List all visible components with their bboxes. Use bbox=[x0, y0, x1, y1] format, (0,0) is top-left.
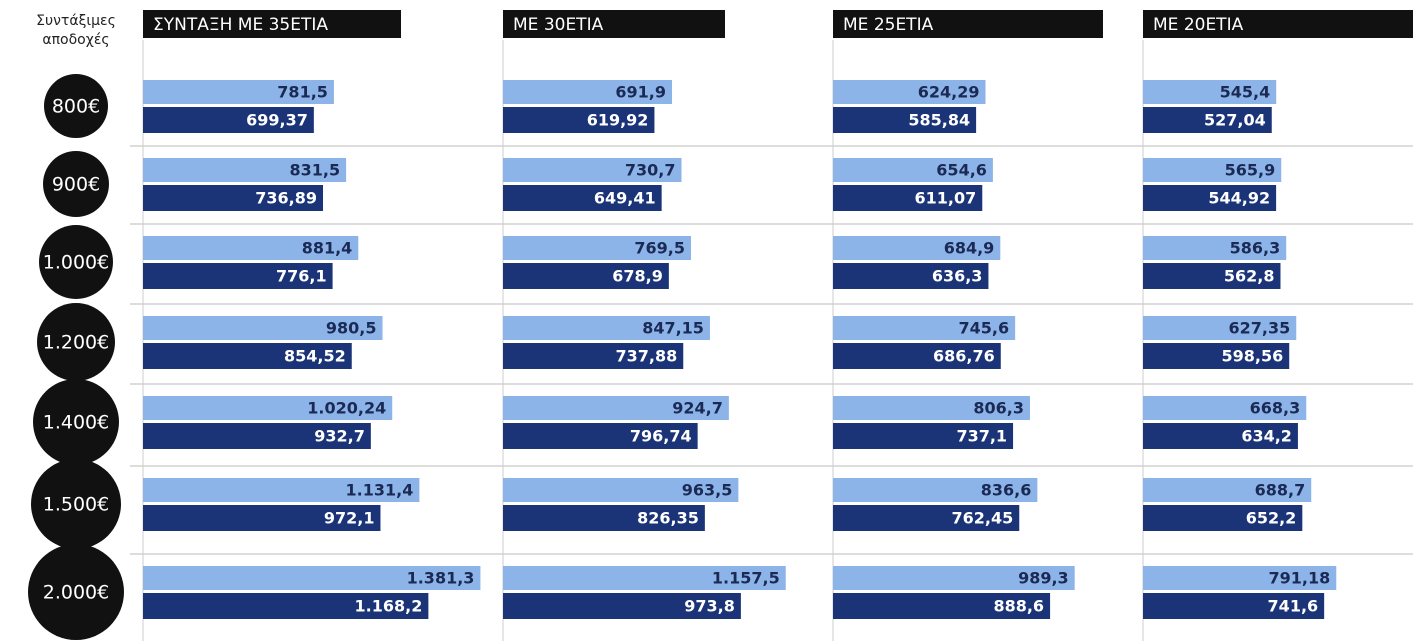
value-label: 545,4 bbox=[1220, 83, 1271, 102]
category-label: 1.400€ bbox=[43, 412, 109, 434]
panel-title: ΜΕ 30ΕΤΙΑ bbox=[513, 15, 604, 35]
value-label: 737,1 bbox=[956, 427, 1007, 446]
value-label: 565,9 bbox=[1225, 161, 1276, 180]
panel-title: ΣΥΝΤΑΞΗ ΜΕ 35ΕΤΙΑ bbox=[153, 15, 328, 35]
value-label: 888,6 bbox=[993, 597, 1044, 616]
category-label: 900€ bbox=[52, 174, 100, 196]
value-label: 745,6 bbox=[959, 319, 1010, 338]
value-label: 769,5 bbox=[634, 239, 685, 258]
value-label: 762,45 bbox=[952, 509, 1014, 528]
value-label: 973,8 bbox=[684, 597, 735, 616]
value-label: 1.020,24 bbox=[307, 399, 386, 418]
value-label: 963,5 bbox=[682, 481, 733, 500]
value-label: 1.168,2 bbox=[355, 597, 423, 616]
value-label: 972,1 bbox=[324, 509, 375, 528]
value-label: 989,3 bbox=[1018, 569, 1069, 588]
value-label: 1.131,4 bbox=[346, 481, 414, 500]
value-label: 688,7 bbox=[1255, 481, 1306, 500]
value-label: 684,9 bbox=[944, 239, 995, 258]
value-label: 831,5 bbox=[290, 161, 341, 180]
value-label: 699,37 bbox=[246, 111, 308, 130]
value-label: 585,84 bbox=[908, 111, 970, 130]
value-label: 836,6 bbox=[981, 481, 1032, 500]
chart: ΣΥΝΤΑΞΗ ΜΕ 35ΕΤΙΑ 781,5 831,5 881,4 980,5 1.0… bbox=[0, 0, 1413, 641]
y-label: Συντάξιμες αποδοχές bbox=[20, 12, 132, 50]
value-label: 796,74 bbox=[630, 427, 692, 446]
value-label: 611,07 bbox=[915, 189, 977, 208]
value-label: 781,5 bbox=[277, 83, 328, 102]
value-label: 924,7 bbox=[672, 399, 723, 418]
value-label: 598,56 bbox=[1221, 347, 1283, 366]
value-label: 730,7 bbox=[625, 161, 676, 180]
panel-title: ΜΕ 20ΕΤΙΑ bbox=[1153, 15, 1244, 35]
value-label: 932,7 bbox=[314, 427, 365, 446]
value-label: 649,41 bbox=[594, 189, 656, 208]
value-label: 527,04 bbox=[1204, 111, 1266, 130]
value-label: 1.157,5 bbox=[712, 569, 780, 588]
value-label: 854,52 bbox=[284, 347, 346, 366]
value-label: 624,29 bbox=[918, 83, 980, 102]
category-label: 1.000€ bbox=[43, 252, 109, 274]
value-label: 627,35 bbox=[1229, 319, 1291, 338]
value-label: 806,3 bbox=[973, 399, 1024, 418]
value-label: 691,9 bbox=[615, 83, 666, 102]
value-label: 686,76 bbox=[933, 347, 995, 366]
value-label: 881,4 bbox=[302, 239, 353, 258]
page: ΣΥΝΤΑΞΗ ΜΕ 35ΕΤΙΑ 781,5 831,5 881,4 980,5 1.0… bbox=[0, 0, 1413, 641]
value-label: 678,9 bbox=[612, 267, 663, 286]
value-label: 736,89 bbox=[255, 189, 317, 208]
value-label: 741,6 bbox=[1268, 597, 1319, 616]
value-label: 847,15 bbox=[642, 319, 704, 338]
value-label: 668,3 bbox=[1250, 399, 1301, 418]
value-label: 776,1 bbox=[276, 267, 327, 286]
category-label: 800€ bbox=[52, 96, 100, 118]
value-label: 652,2 bbox=[1246, 509, 1297, 528]
value-label: 634,2 bbox=[1241, 427, 1292, 446]
value-label: 791,18 bbox=[1269, 569, 1331, 588]
value-label: 562,8 bbox=[1224, 267, 1275, 286]
value-label: 544,92 bbox=[1208, 189, 1270, 208]
value-label: 636,3 bbox=[932, 267, 983, 286]
value-label: 1.381,3 bbox=[407, 569, 475, 588]
value-label: 654,6 bbox=[936, 161, 987, 180]
value-label: 826,35 bbox=[637, 509, 699, 528]
category-label: 2.000€ bbox=[43, 582, 109, 604]
category-label: 1.500€ bbox=[43, 494, 109, 516]
value-label: 737,88 bbox=[616, 347, 678, 366]
value-label: 586,3 bbox=[1230, 239, 1281, 258]
value-label: 619,92 bbox=[587, 111, 649, 130]
value-label: 980,5 bbox=[326, 319, 377, 338]
panel-title: ΜΕ 25ΕΤΙΑ bbox=[843, 15, 934, 35]
category-label: 1.200€ bbox=[43, 332, 109, 354]
